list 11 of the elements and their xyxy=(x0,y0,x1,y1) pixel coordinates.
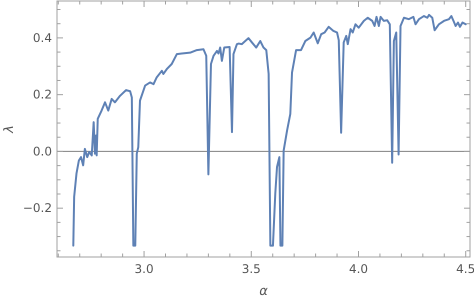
x-tick-label: 3.0 xyxy=(134,262,154,276)
y-tick-label: −0.2 xyxy=(22,201,52,216)
x-axis-title: α xyxy=(259,284,268,299)
y-tick-label: 0.4 xyxy=(32,30,52,45)
x-tick-label: 4.0 xyxy=(348,262,368,276)
y-axis-title: λ xyxy=(2,125,17,134)
line-series xyxy=(72,14,467,247)
y-tick-label: 0.0 xyxy=(32,144,52,158)
y-tick-label: 0.2 xyxy=(32,88,52,102)
x-tick-label: 4.5 xyxy=(456,262,474,276)
x-tick-label: 3.5 xyxy=(242,262,261,276)
